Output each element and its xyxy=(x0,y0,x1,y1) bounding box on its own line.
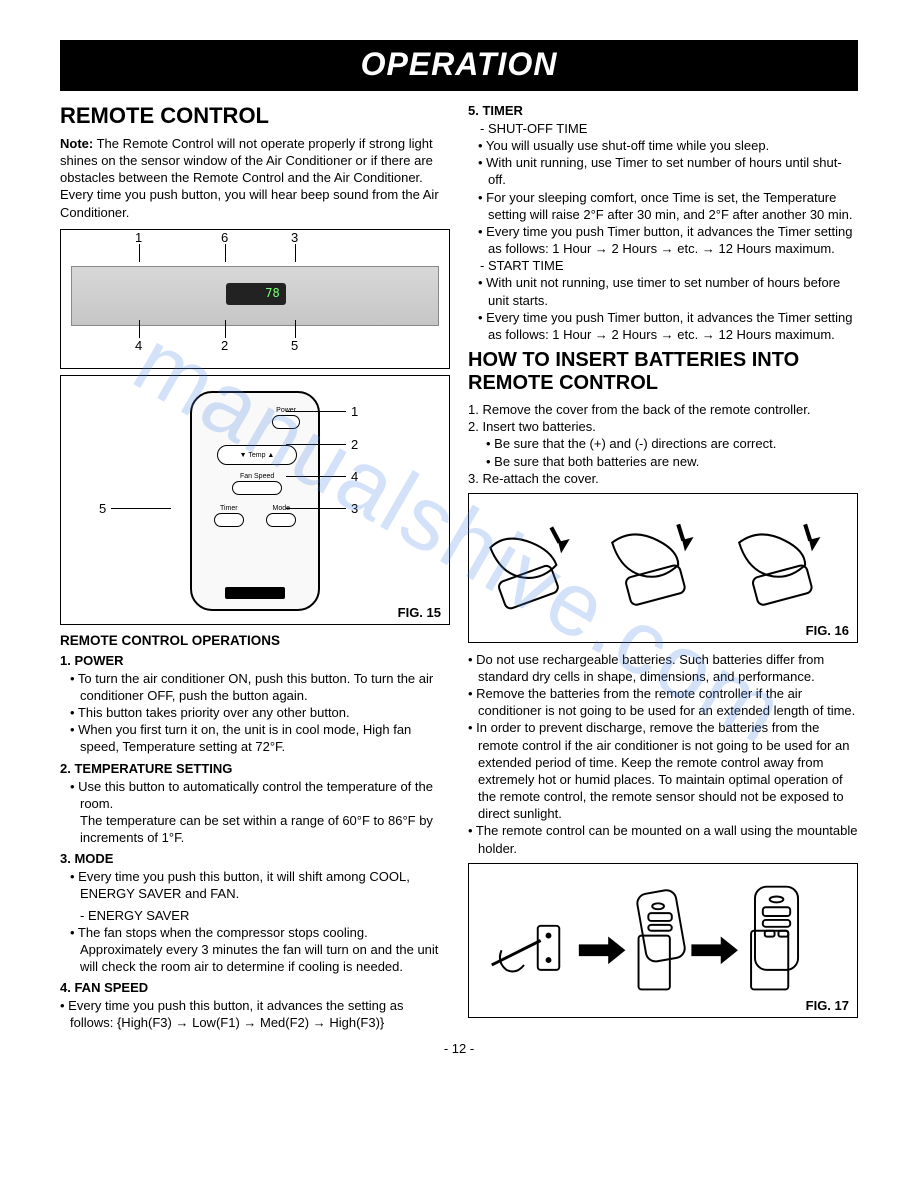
timer-b8: • Every time you push Timer button, it a… xyxy=(468,309,858,343)
bat-n2: • Remove the batteries from the remote c… xyxy=(468,685,858,719)
timer-button-graphic xyxy=(214,513,244,527)
batteries-heading: HOW TO INSERT BATTERIES INTO REMOTE CONT… xyxy=(468,349,858,395)
bat-s2b: • Be sure that both batteries are new. xyxy=(468,453,858,470)
bat-s1: 1. Remove the cover from the back of the… xyxy=(468,401,858,418)
callout-6: 6 xyxy=(221,230,228,245)
figure-17: FIG. 17 xyxy=(468,863,858,1018)
bat-n1: • Do not use rechargeable batteries. Suc… xyxy=(468,651,858,685)
bat-n3: • In order to prevent discharge, remove … xyxy=(468,719,858,822)
control-panel-graphic xyxy=(71,266,439,326)
temp-heading: 2. TEMPERATURE SETTING xyxy=(60,761,450,776)
timer-b5: • Every time you push Timer button, it a… xyxy=(468,223,858,257)
led-display xyxy=(226,283,286,305)
fan-button-graphic xyxy=(232,481,282,495)
fanspeed-b1: • Every time you push this button, it ad… xyxy=(60,997,450,1031)
temp-b2: The temperature can be set within a rang… xyxy=(60,812,450,846)
remote-graphic: Power ▼ Temp ▲ Fan Speed Timer Mode xyxy=(190,391,320,611)
note-paragraph: Note: The Remote Control will not operat… xyxy=(60,135,450,186)
fig-17-label: FIG. 17 xyxy=(806,998,849,1013)
timer-b3: • With unit running, use Timer to set nu… xyxy=(468,154,858,188)
fan-label: Fan Speed xyxy=(240,473,274,480)
fig-15-label: FIG. 15 xyxy=(398,605,441,620)
bat-s3: 3. Re-attach the cover. xyxy=(468,470,858,487)
page-number: - 12 - xyxy=(60,1041,858,1056)
timer-b1: - SHUT-OFF TIME xyxy=(468,120,858,137)
remote-callout-1: 1 xyxy=(351,404,358,419)
beep-paragraph: Every time you push button, you will hea… xyxy=(60,186,450,220)
callout-4: 4 xyxy=(135,338,142,353)
figure-16: FIG. 16 xyxy=(468,493,858,643)
note-label: Note: xyxy=(60,136,93,151)
bat-n4: • The remote control can be mounted on a… xyxy=(468,822,858,856)
mode-b1: • Every time you push this button, it wi… xyxy=(60,868,450,902)
power-b1: • To turn the air conditioner ON, push t… xyxy=(60,670,450,704)
callout-2: 2 xyxy=(221,338,228,353)
note-body: The Remote Control will not operate prop… xyxy=(60,136,433,185)
bat-s2: 2. Insert two batteries. xyxy=(468,418,858,435)
temp-b1: • Use this button to automatically contr… xyxy=(60,778,450,812)
fig16-illustration xyxy=(477,502,849,634)
brand-label xyxy=(225,587,285,599)
power-heading: 1. POWER xyxy=(60,653,450,668)
remote-callout-2: 2 xyxy=(351,437,358,452)
timer-b4: • For your sleeping comfort, once Time i… xyxy=(468,189,858,223)
mode-b3: • The fan stops when the compressor stop… xyxy=(60,924,450,975)
timer-heading: 5. TIMER xyxy=(468,103,858,118)
timer-b2: • You will usually use shut-off time whi… xyxy=(468,137,858,154)
timer-label: Timer xyxy=(220,505,238,512)
figure-15-remote: Power ▼ Temp ▲ Fan Speed Timer Mode 1 2 … xyxy=(60,375,450,625)
power-button-graphic xyxy=(272,415,300,429)
mode-heading: 3. MODE xyxy=(60,851,450,866)
mode-button-graphic xyxy=(266,513,296,527)
page-banner: OPERATION xyxy=(60,40,858,91)
callout-5: 5 xyxy=(291,338,298,353)
timer-b7: • With unit not running, use timer to se… xyxy=(468,274,858,308)
left-column: REMOTE CONTROL Note: The Remote Control … xyxy=(60,99,450,1031)
fig-16-label: FIG. 16 xyxy=(806,623,849,638)
fanspeed-heading: 4. FAN SPEED xyxy=(60,980,450,995)
bat-s2a: • Be sure that the (+) and (-) direction… xyxy=(468,435,858,452)
remote-callout-4: 4 xyxy=(351,469,358,484)
remote-ops-heading: REMOTE CONTROL OPERATIONS xyxy=(60,633,450,648)
remote-callout-3: 3 xyxy=(351,501,358,516)
two-column-layout: REMOTE CONTROL Note: The Remote Control … xyxy=(60,99,858,1031)
fig17-illustration xyxy=(477,872,849,1009)
timer-b6: - START TIME xyxy=(468,257,858,274)
power-b3: • When you first turn it on, the unit is… xyxy=(60,721,450,755)
figure-15-panel: 1 6 3 4 2 5 xyxy=(60,229,450,369)
callout-1: 1 xyxy=(135,230,142,245)
remote-control-heading: REMOTE CONTROL xyxy=(60,103,450,129)
remote-callout-5: 5 xyxy=(99,501,106,516)
right-column: 5. TIMER - SHUT-OFF TIME • You will usua… xyxy=(468,99,858,1031)
callout-3: 3 xyxy=(291,230,298,245)
mode-b2: - ENERGY SAVER xyxy=(60,907,450,924)
power-b2: • This button takes priority over any ot… xyxy=(60,704,450,721)
temp-button-graphic: ▼ Temp ▲ xyxy=(217,445,297,465)
